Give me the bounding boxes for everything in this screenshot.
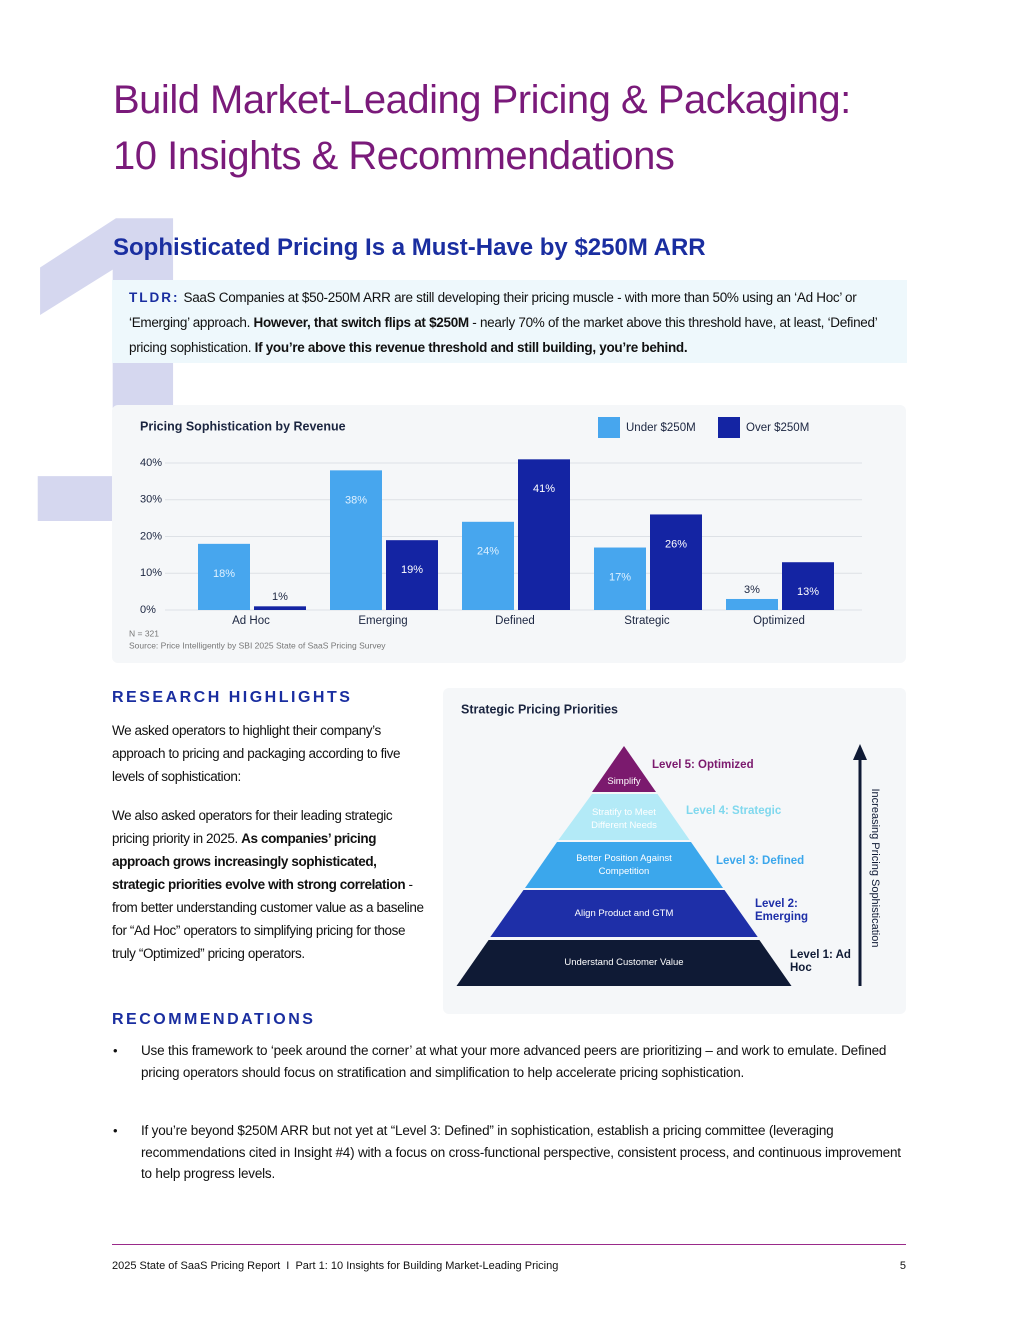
bar <box>726 598 778 610</box>
axis-label: Increasing Pricing Sophistication <box>869 789 881 948</box>
tldr-label: TLDR: <box>129 290 180 305</box>
bar <box>594 547 646 610</box>
bar <box>198 543 250 610</box>
data-label: 41% <box>533 483 555 495</box>
data-label: 1% <box>272 591 288 603</box>
pyramid-panel: Strategic Pricing Priorities Increasing … <box>443 688 906 1014</box>
level-label: Level 2: Emerging <box>755 898 809 923</box>
page-title: 10 Insights & Recommendations <box>113 134 675 178</box>
page-title: Build Market-Leading Pricing & Packaging… <box>113 78 851 122</box>
x-tick-label: Strategic <box>624 615 670 627</box>
data-label: 17% <box>609 571 631 583</box>
bar <box>462 521 514 610</box>
pyramid-level <box>525 842 723 888</box>
level-priority: Better Position Against Competition <box>576 853 672 877</box>
data-label: 13% <box>797 586 819 598</box>
y-tick-label: 10% <box>140 567 162 579</box>
chart-note: N = 321 <box>129 628 159 638</box>
chart: Pricing Sophistication by Revenue N = 32… <box>112 405 906 663</box>
level-priority: Simplify <box>607 776 641 787</box>
level-label: Level 1: Ad Hoc <box>790 949 851 974</box>
page-number: 5 <box>899 1260 906 1272</box>
pyramid: Strategic Pricing Priorities Increasing … <box>456 702 881 986</box>
y-tick-label: 20% <box>140 530 162 542</box>
section-heading: RESEARCH HIGHLIGHTS <box>112 689 353 706</box>
bar <box>518 459 570 610</box>
chart-source: Source: Price Intelligently by SBI 2025 … <box>129 640 386 650</box>
paragraph: We asked operators to highlight their co… <box>112 723 401 784</box>
y-tick-label: 40% <box>140 457 162 469</box>
pyramid-level <box>456 940 792 986</box>
list-item: If you’re beyond $250M ARR but not yet a… <box>141 1123 901 1181</box>
bold-text: If you’re above this revenue threshold a… <box>254 340 688 355</box>
bar <box>386 540 438 610</box>
pyramid-title: Strategic Pricing Priorities <box>461 702 618 716</box>
level-priority: Stratify to Meet Different Needs <box>591 807 657 831</box>
pyramid-level <box>558 794 690 840</box>
x-tick-label: Optimized <box>753 615 805 627</box>
level-priority: Align Product and GTM <box>574 908 674 919</box>
level-label: Level 3: Defined <box>716 855 805 867</box>
level-label: Level 5: Optimized <box>652 759 754 771</box>
x-tick-label: Emerging <box>358 615 407 627</box>
footer-text: 2025 State of SaaS Pricing Report I Part… <box>112 1260 559 1272</box>
level-priority: Understand Customer Value <box>564 957 684 968</box>
bar <box>650 514 702 610</box>
bar <box>254 606 306 610</box>
x-tick-label: Defined <box>495 615 535 627</box>
y-tick-label: 0% <box>140 604 156 616</box>
legend-swatch <box>598 417 620 438</box>
data-label: 3% <box>744 584 760 596</box>
text: - from better understanding customer val… <box>112 877 424 961</box>
data-label: 38% <box>345 494 367 506</box>
arrow-head <box>853 744 867 760</box>
paragraph: We also asked operators for their leadin… <box>112 804 424 965</box>
text: We also asked operators for their leadin… <box>112 808 393 846</box>
legend-swatch <box>718 417 740 438</box>
y-tick-label: 30% <box>140 494 162 506</box>
bold-text: As companies’ pricing approach grows inc… <box>112 831 406 892</box>
bar <box>782 562 834 610</box>
level-label: Level 4: Strategic <box>686 805 782 817</box>
section-heading: RECOMMENDATIONS <box>112 1011 316 1028</box>
section-title: Sophisticated Pricing Is a Must-Have by … <box>113 234 706 261</box>
bullet: • <box>113 1043 118 1058</box>
text: SaaS Companies at $50-250M ARR are still… <box>129 290 857 330</box>
pyramid-level <box>592 746 656 792</box>
bold-text: However, that switch flips at $250M <box>253 315 470 330</box>
data-label: 26% <box>665 538 687 550</box>
chart-title: Pricing Sophistication by Revenue <box>140 419 346 433</box>
bar <box>330 470 382 610</box>
data-label: 19% <box>401 564 423 576</box>
tldr-box: TLDR: SaaS Companies at $50-250M ARR are … <box>112 280 907 363</box>
list-item: Use this framework to ‘peek around the c… <box>141 1043 887 1080</box>
legend-label: Over $250M <box>746 422 809 434</box>
text: - nearly 70% of the market above this th… <box>129 315 877 355</box>
bullet: • <box>113 1123 118 1138</box>
footer-rule <box>112 1244 906 1245</box>
pyramid-level <box>490 890 758 937</box>
legend-label: Under $250M <box>626 422 696 434</box>
data-label: 18% <box>213 568 235 580</box>
data-label: 24% <box>477 546 499 558</box>
x-tick-label: Ad Hoc <box>232 615 270 627</box>
